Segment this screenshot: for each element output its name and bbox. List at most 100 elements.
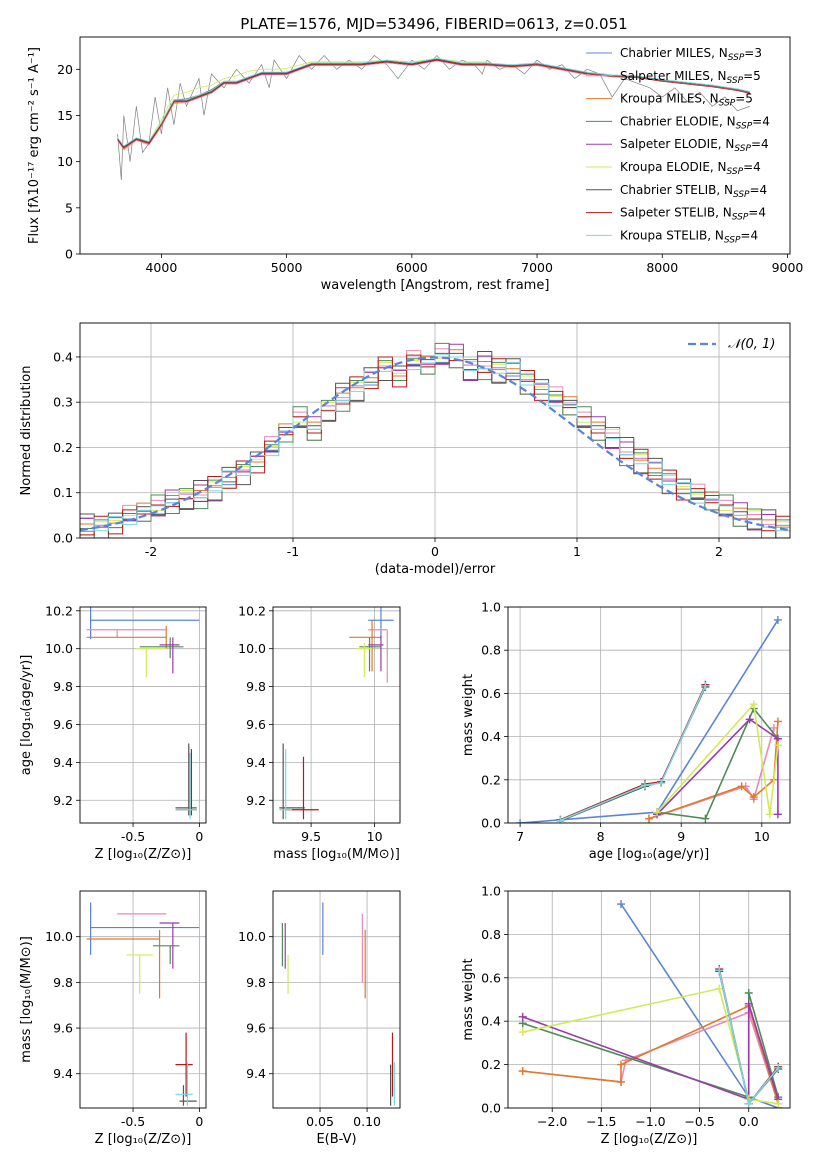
legend-label-main: Chabrier MILES, N [620,46,728,60]
y-tick-label: 0.0 [481,1101,501,1116]
panel-weight_vs_age: 7 8 9 10 0.0 0.2 0.4 0.6 0.8 1.0 age [log₁₀(age/yr… [461,600,791,862]
legend-label: Kroupa STELIB, NSSP=4 [620,228,758,245]
y-tick-label: 0.0 [53,531,73,546]
legend-label-main: Chabrier STELIB, N [620,183,733,197]
legend-label-main: Kroupa MILES, N [620,92,719,106]
legend-label: Chabrier ELODIE, NSSP=4 [620,114,770,131]
axes-frame [272,606,401,824]
weight-point [518,1028,527,1037]
y-tick-label: 9.4 [53,1066,73,1081]
weight-point [616,1077,625,1086]
weight-point [616,1060,625,1069]
legend-label-end: =5 [743,69,761,83]
weight-point [744,1099,753,1108]
y-tick-label: 10.2 [45,603,73,618]
legend-label: Chabrier STELIB, NSSP=4 [620,183,767,200]
weight-point [556,816,565,823]
plot-area-mass_vs_ebv [273,891,400,1108]
y-tick-label: 9.6 [246,1021,266,1036]
legend-label-main: Kroupa ELODIE, N [620,160,727,174]
legend-label: 𝒩(0, 1) [728,337,775,352]
x-axis-label: Z [log₁₀(Z/Z⊙)] [95,1132,192,1147]
weight-point [765,810,774,819]
y-tick-label: 10.2 [238,603,266,618]
x-tick-label: −2.0 [537,1114,567,1129]
y-tick-label: 9.2 [53,793,73,808]
weight-series-line [656,718,779,815]
residual-histogram [80,353,790,532]
legend-label-subscript: SSP [727,167,744,177]
x-tick-label: 9000 [772,260,804,275]
y-tick-label: 10 [57,154,73,169]
y-tick-label: 0.4 [53,349,73,364]
y-tick-label: 9.4 [246,1066,266,1081]
x-tick-label: 0 [195,1114,203,1129]
model-spectrum-line [117,59,588,149]
y-axis-label: age [log₁₀(age/yr)] [19,655,34,776]
y-tick-label: 0 [65,247,73,262]
model-spectrum-line [117,57,751,147]
model-spectrum-line [148,57,487,142]
weight-point [737,782,746,791]
legend-label-subscript: SSP [727,76,744,86]
x-tick-label: -0.5 [121,1114,145,1129]
x-tick-label: 1 [573,544,581,559]
weight-series-line [656,706,779,820]
residual-legend: 𝒩(0, 1) [688,337,775,352]
y-tick-label: 0.4 [481,1014,501,1029]
y-tick-label: 10.0 [238,929,266,944]
x-tick-label: 0 [195,829,203,844]
panel-spectrum: 4000 5000 6000 7000 8000 9000 0 5 10 15 20 waveleng… [27,36,804,293]
legend-label-end: =4 [752,114,770,128]
y-tick-label: 5 [65,200,73,215]
weight-series-line [656,702,779,815]
y-tick-label: 9.8 [246,679,266,694]
y-axis-label: mass weight [461,958,476,1040]
model-spectrum-line [117,59,588,150]
x-tick-label: 10 [367,829,383,844]
y-tick-label: 9.6 [53,1021,73,1036]
x-tick-label: 2 [715,544,723,559]
weight-point [616,900,625,909]
plot-area-weight_vs_age [508,607,790,823]
legend-label-end: =4 [743,160,761,174]
legend-label-subscript: SSP [732,213,749,223]
y-tick-label: 9.6 [246,717,266,732]
weight-point [774,1099,783,1108]
plot-area-age_vs_Z [80,607,206,823]
legend-label-subscript: SSP [736,121,753,131]
plot-area-spectrum [117,54,751,181]
legend-label-main: Chabrier ELODIE, N [620,114,736,128]
legend-label-end: =4 [748,206,766,220]
legend-label-subscript: SSP [733,190,750,200]
y-tick-label: 0.6 [481,970,501,985]
model-spectrum-line [117,60,588,151]
x-tick-label: 4000 [145,260,177,275]
legend-label-end: =4 [740,228,758,242]
y-tick-label: 9.4 [53,755,73,770]
y-axis-label: mass weight [461,674,476,756]
y-tick-label: 0.4 [481,729,501,744]
x-tick-label: -0.5 [121,829,145,844]
panel-mass_vs_Z: -0.5 0 9.4 9.6 9.8 10.0 Z [log₁₀(Z/Z⊙)] mass [l… [19,890,207,1147]
weight-series-line [560,685,707,822]
x-tick-label: 8 [597,829,605,844]
x-tick-label: 0.10 [353,1114,381,1129]
legend-label-end: =4 [750,183,768,197]
y-tick-label: 9.6 [53,717,73,732]
y-tick-label: 0.8 [481,927,501,942]
x-tick-label: 0.05 [306,1114,334,1129]
weight-point [516,819,525,823]
y-tick-label: 0.8 [481,643,501,658]
model-spectrum-line [117,58,751,148]
y-tick-label: 0.6 [481,686,501,701]
weight-point [744,988,753,997]
weight-point [773,615,782,624]
y-tick-label: 1.0 [481,884,501,899]
weight-point [653,808,662,817]
legend-label-end: =3 [744,46,762,60]
axes-frame [79,890,207,1109]
legend-label-subscript: SSP [719,99,736,109]
legend-label: Kroupa ELODIE, NSSP=4 [620,160,761,177]
weight-point [701,681,710,690]
